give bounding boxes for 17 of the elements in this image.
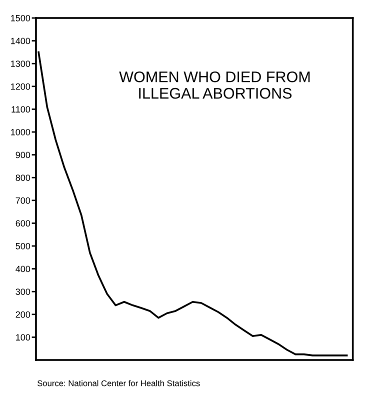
y-tick-label: 1000 (11, 128, 30, 136)
y-tick-label: 1300 (11, 60, 30, 67)
y-tick-label: 300 (16, 288, 30, 295)
text: WOMEN WHO DIED FROM ILLEGAL ABORTIONS (119, 71, 310, 99)
y-tick-label: 1100 (12, 106, 30, 113)
y-tick-label: 600 (16, 220, 30, 227)
y-tick-label: 1500 (11, 14, 30, 22)
y-tick-label: 400 (16, 266, 30, 272)
y-tick-label: 1200 (11, 83, 30, 90)
y-tick-label: 100 (16, 334, 30, 341)
y-tick-label: 200 (16, 311, 30, 318)
y-tick-label: 1400 (11, 38, 30, 44)
y-tick-label: 900 (16, 152, 30, 158)
y-tick-label: 500 (16, 242, 30, 250)
y-tick-label: 700 (16, 197, 30, 204)
y-tick-label: 800 (16, 174, 30, 181)
source-note: Source: National Center for Health Statistics (37, 380, 200, 386)
